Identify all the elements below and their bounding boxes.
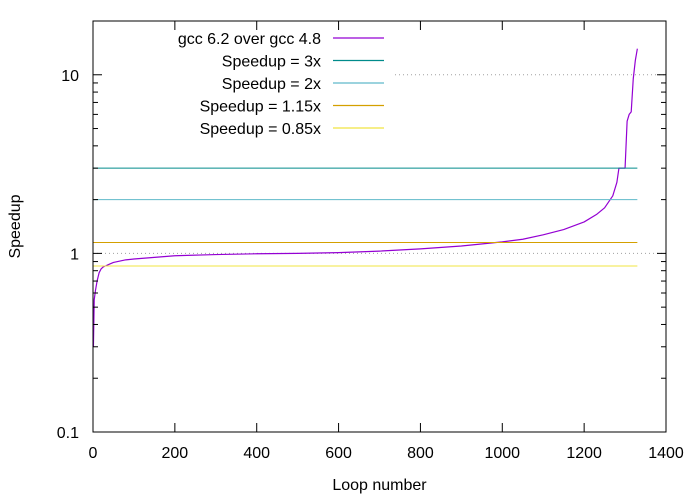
x-axis-title: Loop number — [332, 477, 427, 494]
series-line-gcc-6-2-over-gcc-4-8 — [92, 48, 638, 347]
gridlines — [93, 74, 666, 254]
series-layer — [92, 48, 638, 347]
plot-frame — [92, 20, 667, 433]
x-tick-label: 400 — [243, 445, 270, 462]
x-tick-label: 1200 — [566, 445, 602, 462]
x-tick-label: 1000 — [484, 445, 520, 462]
x-tick-label: 200 — [162, 445, 189, 462]
y-tick-label: 1 — [70, 246, 79, 263]
plot-area-border — [92, 20, 667, 433]
x-tick-label: 800 — [407, 445, 434, 462]
y-tick-label: 0.1 — [57, 425, 79, 442]
x-tick-label: 1400 — [648, 445, 684, 462]
axis-ticks — [92, 20, 667, 433]
legend-label-speedup-1-15x: Speedup = 1.15x — [200, 99, 321, 116]
x-tick-label: 0 — [89, 445, 98, 462]
legend-label-speedup-0-85x: Speedup = 0.85x — [200, 121, 321, 138]
legend-label-speedup-3x: Speedup = 3x — [222, 54, 321, 71]
legend-label-speedup-2x: Speedup = 2x — [222, 76, 321, 93]
legend: gcc 6.2 over gcc 4.8 Speedup = 3x Speedup … — [178, 31, 384, 138]
y-axis-title: Speedup — [7, 194, 24, 258]
y-tick-label: 10 — [61, 68, 79, 85]
tick-labels: 0.1 1 10 0 200 400 600 800 1000 1200 1400 — [57, 68, 684, 462]
legend-label-gcc-6-2-over-gcc-4-8: gcc 6.2 over gcc 4.8 — [178, 31, 321, 48]
x-tick-label: 600 — [325, 445, 352, 462]
